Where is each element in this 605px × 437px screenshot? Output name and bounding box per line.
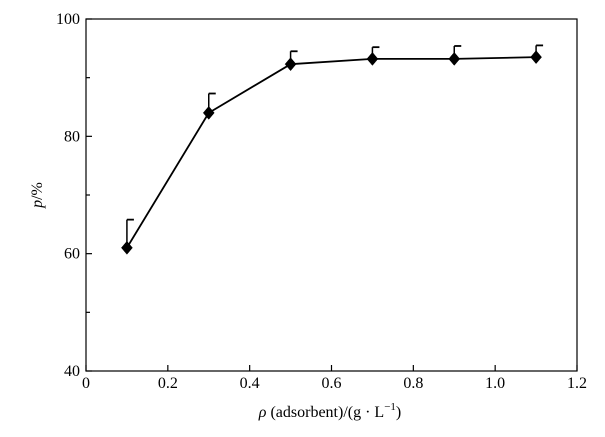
x-tick-label: 0.4 — [240, 375, 260, 392]
x-tick-label: 0.8 — [403, 375, 423, 392]
series-layer — [121, 44, 544, 255]
x-axis-label-superscript: −1 — [384, 401, 396, 413]
y-axis-label-rest: /% — [29, 182, 46, 200]
ticks-layer: 0 0.2 0.4 0.6 0.8 1.0 1.2 40 60 80 100 — [56, 11, 587, 392]
y-axis-label-italic: p — [29, 200, 46, 209]
x-tick-label: 1.0 — [485, 375, 505, 392]
y-tick-label: 100 — [56, 11, 80, 28]
y-axis-label: p/% — [29, 182, 46, 209]
y-tick-label: 60 — [64, 246, 80, 263]
x-tick-label: 0.2 — [158, 375, 178, 392]
x-axis-label: ρ (adsorbent)/(g · L−1) — [258, 401, 401, 421]
y-tick-label: 40 — [64, 363, 80, 380]
y-tick-label: 80 — [64, 128, 80, 145]
data-point-marker — [284, 57, 297, 72]
data-point-marker — [448, 52, 461, 66]
x-tick-label: 0.6 — [322, 375, 342, 392]
x-axis-label-middle: (adsorbent)/(g · L — [266, 404, 384, 421]
data-point-marker — [530, 50, 542, 65]
x-tick-label: 0 — [82, 375, 90, 392]
x-axis-label-end: ) — [396, 404, 401, 421]
series-line — [126, 56, 537, 249]
data-point-marker — [366, 52, 379, 66]
x-tick-label: 1.2 — [567, 375, 587, 392]
data-point-marker — [202, 105, 215, 120]
x-axis-label-rho: ρ — [258, 404, 267, 421]
data-point-marker — [121, 240, 133, 255]
